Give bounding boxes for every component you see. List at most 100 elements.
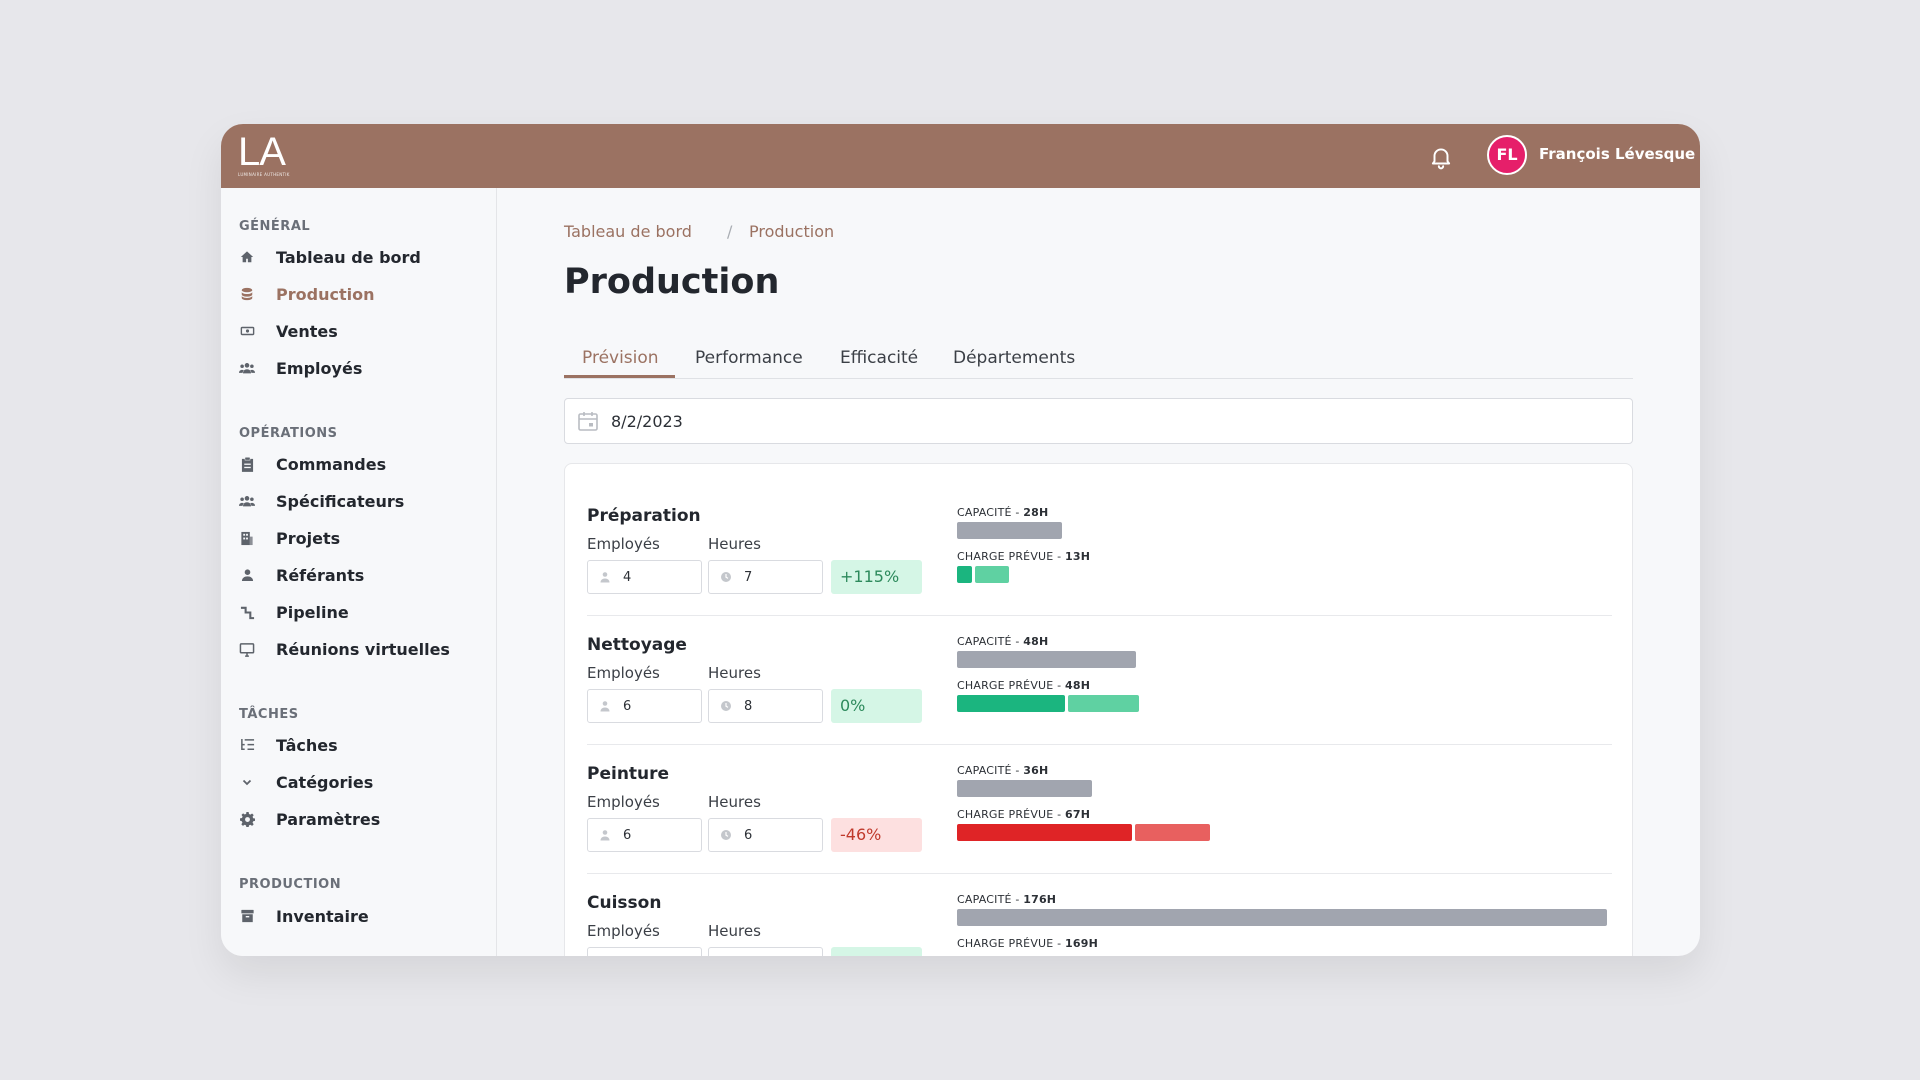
sidebar-item-label: Catégories xyxy=(276,772,374,792)
department-name: Peinture xyxy=(587,764,670,784)
sidebar-item-tableau-de-bord[interactable]: Tableau de bord xyxy=(239,242,489,272)
home-icon xyxy=(239,249,255,265)
main-content: Tableau de bord / Production Production … xyxy=(497,188,1700,956)
tab-efficacite[interactable]: Efficacité xyxy=(840,348,919,368)
sidebar-item-label: Employés xyxy=(276,358,363,378)
sidebar-item-reunions-virtuelles[interactable]: Réunions virtuelles xyxy=(239,634,489,664)
logo[interactable]: LA LUMINAIRE AUTHENTIK xyxy=(238,132,298,180)
charge-bar-secondary xyxy=(1068,695,1139,712)
breadcrumb-item-tableau-de-bord[interactable]: Tableau de bord xyxy=(564,222,692,241)
clock-icon xyxy=(721,572,731,582)
capacity-value: 48H xyxy=(1023,635,1049,648)
building-icon xyxy=(239,530,255,546)
sidebar-item-label: Référants xyxy=(276,565,365,585)
clipboard-icon xyxy=(239,456,255,472)
employees-input[interactable] xyxy=(587,947,702,956)
hours-input[interactable]: 8 xyxy=(708,689,823,723)
charge-bar-secondary xyxy=(975,566,1009,583)
employees-input[interactable]: 6 xyxy=(587,818,702,852)
employees-input[interactable]: 6 xyxy=(587,689,702,723)
hours-value: 6 xyxy=(744,828,753,843)
sidebar-item-label: Projets xyxy=(276,528,341,548)
department-name: Préparation xyxy=(587,506,701,526)
hours-input[interactable]: 6 xyxy=(708,818,823,852)
sidebar: GÉNÉRAL Tableau de bord Production Vente… xyxy=(221,188,497,956)
charge-bar-secondary xyxy=(1135,824,1210,841)
charge-bar-primary xyxy=(957,695,1065,712)
sidebar-item-ventes[interactable]: Ventes xyxy=(239,316,489,346)
row-divider xyxy=(587,744,1612,745)
capacity-bar xyxy=(957,522,1062,539)
charge-label: CHARGE PRÉVUE - 169H xyxy=(957,937,1098,950)
user-name[interactable]: François Lévesque xyxy=(1539,145,1696,163)
sidebar-item-projets[interactable]: Projets xyxy=(239,523,489,553)
user-icon xyxy=(600,701,610,712)
capacity-label: CAPACITÉ - 176H xyxy=(957,893,1057,906)
tab-bar: Prévision Performance Efficacité Départe… xyxy=(564,340,1633,379)
date-picker-field[interactable]: 8/2/2023 xyxy=(564,398,1633,444)
app-window: LA LUMINAIRE AUTHENTIK FL François Léves… xyxy=(221,124,1700,956)
capacity-bar xyxy=(957,651,1136,668)
avatar[interactable]: FL xyxy=(1487,135,1527,175)
sidebar-item-taches[interactable]: Tâches xyxy=(239,730,489,760)
sidebar-item-specificateurs[interactable]: Spécificateurs xyxy=(239,486,489,516)
breadcrumb-separator: / xyxy=(727,222,733,241)
sidebar-item-label: Pipeline xyxy=(276,602,349,622)
charge-value: 67H xyxy=(1065,808,1091,821)
charge-bar-primary xyxy=(957,824,1132,841)
charge-label: CHARGE PRÉVUE - 13H xyxy=(957,550,1091,563)
department-row: Cuisson Employés Heures CAPACITÉ - 176H … xyxy=(565,893,1634,956)
employees-input[interactable]: 4 xyxy=(587,560,702,594)
sidebar-item-label: Paramètres xyxy=(276,809,381,829)
user-icon xyxy=(600,830,610,841)
tab-departements[interactable]: Départements xyxy=(953,348,1076,368)
department-name: Nettoyage xyxy=(587,635,687,655)
active-tab-indicator xyxy=(564,375,675,378)
department-name: Cuisson xyxy=(587,893,662,913)
tab-performance[interactable]: Performance xyxy=(695,348,803,368)
user-icon xyxy=(600,572,610,583)
hours-label: Heures xyxy=(708,535,761,553)
clock-icon xyxy=(721,830,731,840)
sidebar-item-commandes[interactable]: Commandes xyxy=(239,449,489,479)
sidebar-item-label: Spécificateurs xyxy=(276,491,405,511)
row-divider xyxy=(587,873,1612,874)
capacity-value: 28H xyxy=(1023,506,1049,519)
clock-icon xyxy=(721,701,731,711)
sidebar-item-inventaire[interactable]: Inventaire xyxy=(239,901,489,931)
employees-label: Employés xyxy=(587,664,660,682)
delta-badge: -46% xyxy=(831,818,922,852)
employees-value: 6 xyxy=(623,699,632,714)
date-value: 8/2/2023 xyxy=(611,412,683,431)
sidebar-item-production[interactable]: Production xyxy=(239,279,489,309)
sidebar-item-pipeline[interactable]: Pipeline xyxy=(239,597,489,627)
department-forecast-card: Préparation Employés Heures 4 7 +115% CA… xyxy=(564,463,1633,956)
hours-input[interactable] xyxy=(708,947,823,956)
employees-label: Employés xyxy=(587,922,660,940)
sidebar-section-title: GÉNÉRAL xyxy=(239,219,311,234)
employees-label: Employés xyxy=(587,793,660,811)
sidebar-item-parametres[interactable]: Paramètres xyxy=(239,804,489,834)
notification-bell-icon[interactable] xyxy=(1428,144,1454,170)
sidebar-item-label: Tâches xyxy=(276,735,338,755)
breadcrumb-item-production[interactable]: Production xyxy=(749,222,835,241)
sidebar-item-label: Réunions virtuelles xyxy=(276,639,450,659)
tab-prevision[interactable]: Prévision xyxy=(582,348,659,368)
capacity-value: 176H xyxy=(1023,893,1057,906)
charge-label: CHARGE PRÉVUE - 48H xyxy=(957,679,1091,692)
employees-label: Employés xyxy=(587,535,660,553)
hours-value: 8 xyxy=(744,699,753,714)
department-row: Nettoyage Employés Heures 6 8 0% CAPACIT… xyxy=(565,635,1634,764)
chevron-down-icon xyxy=(239,774,255,790)
users-icon xyxy=(239,493,255,509)
hours-label: Heures xyxy=(708,793,761,811)
sidebar-item-categories[interactable]: Catégories xyxy=(239,767,489,797)
row-divider xyxy=(587,615,1612,616)
sidebar-item-label: Production xyxy=(276,284,375,304)
department-row: Peinture Employés Heures 6 6 -46% CAPACI… xyxy=(565,764,1634,893)
charge-value: 13H xyxy=(1065,550,1091,563)
hours-input[interactable]: 7 xyxy=(708,560,823,594)
sidebar-item-employes[interactable]: Employés xyxy=(239,353,489,383)
user-icon xyxy=(239,567,255,583)
sidebar-item-referants[interactable]: Référants xyxy=(239,560,489,590)
